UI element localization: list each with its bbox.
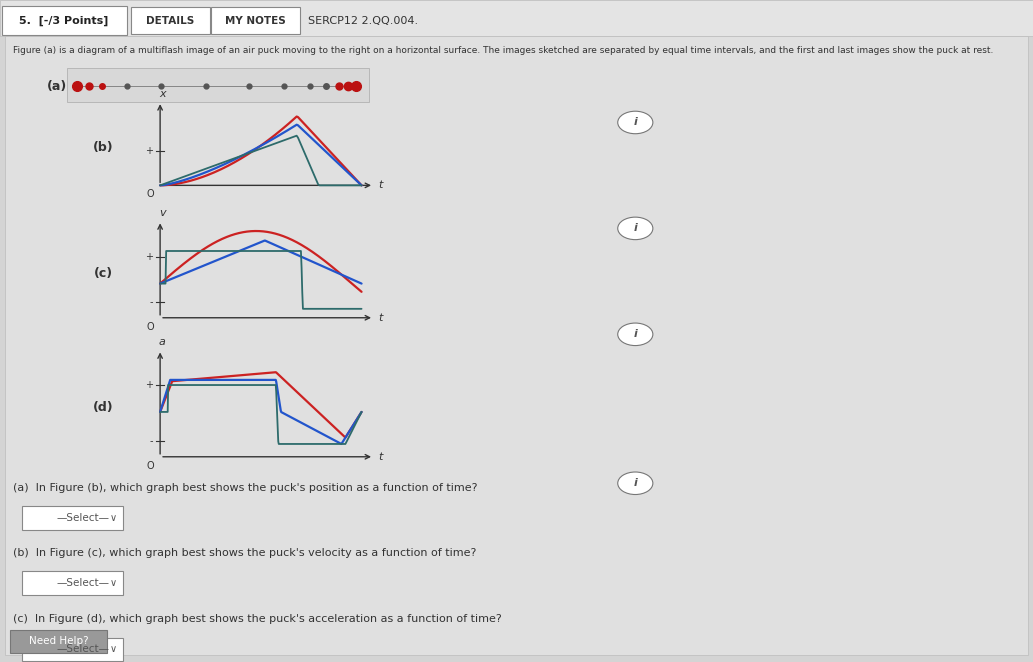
- Circle shape: [618, 217, 653, 240]
- Text: i: i: [633, 117, 637, 128]
- Text: +: +: [145, 380, 153, 390]
- Text: +: +: [145, 146, 153, 156]
- Text: -: -: [150, 436, 153, 446]
- Text: Need Help?: Need Help?: [29, 636, 89, 647]
- Text: a: a: [159, 337, 165, 347]
- Text: —Select—: —Select—: [57, 513, 109, 524]
- Circle shape: [618, 323, 653, 346]
- Text: (a): (a): [46, 79, 67, 93]
- FancyBboxPatch shape: [211, 7, 300, 34]
- Text: (b): (b): [93, 141, 114, 154]
- Text: O: O: [147, 189, 154, 199]
- Text: 5.  [-/3 Points]: 5. [-/3 Points]: [20, 15, 108, 26]
- Text: i: i: [633, 329, 637, 340]
- Text: ∨: ∨: [111, 513, 117, 524]
- Text: MY NOTES: MY NOTES: [225, 15, 285, 26]
- Text: -: -: [150, 297, 153, 307]
- Text: t: t: [378, 451, 382, 462]
- Text: ∨: ∨: [111, 578, 117, 589]
- Text: (c)  In Figure (d), which graph best shows the puck's acceleration as a function: (c) In Figure (d), which graph best show…: [13, 614, 502, 624]
- Text: —Select—: —Select—: [57, 578, 109, 589]
- FancyBboxPatch shape: [22, 638, 123, 661]
- Text: i: i: [633, 223, 637, 234]
- FancyBboxPatch shape: [131, 7, 210, 34]
- Text: v: v: [159, 208, 165, 218]
- Circle shape: [618, 472, 653, 495]
- FancyBboxPatch shape: [22, 571, 123, 595]
- Text: ∨: ∨: [111, 644, 117, 655]
- Text: (d): (d): [93, 401, 114, 414]
- FancyBboxPatch shape: [10, 630, 107, 653]
- FancyBboxPatch shape: [0, 0, 1033, 36]
- Text: (a)  In Figure (b), which graph best shows the puck's position as a function of : (a) In Figure (b), which graph best show…: [13, 483, 478, 493]
- Text: Figure (a) is a diagram of a multiflash image of an air puck moving to the right: Figure (a) is a diagram of a multiflash …: [13, 46, 994, 56]
- Text: t: t: [378, 312, 382, 323]
- FancyBboxPatch shape: [2, 6, 127, 35]
- FancyBboxPatch shape: [22, 506, 123, 530]
- Circle shape: [618, 111, 653, 134]
- Text: DETAILS: DETAILS: [147, 15, 194, 26]
- Text: +: +: [145, 252, 153, 262]
- FancyBboxPatch shape: [5, 36, 1028, 655]
- FancyBboxPatch shape: [67, 68, 369, 102]
- Text: O: O: [147, 322, 154, 332]
- Text: (c): (c): [94, 267, 113, 279]
- Text: O: O: [147, 461, 154, 471]
- Text: t: t: [378, 180, 382, 191]
- Text: SERCP12 2.QQ.004.: SERCP12 2.QQ.004.: [308, 15, 418, 26]
- Text: i: i: [633, 478, 637, 489]
- Text: x: x: [159, 89, 165, 99]
- Text: —Select—: —Select—: [57, 644, 109, 655]
- Text: (b)  In Figure (c), which graph best shows the puck's velocity as a function of : (b) In Figure (c), which graph best show…: [13, 548, 477, 558]
